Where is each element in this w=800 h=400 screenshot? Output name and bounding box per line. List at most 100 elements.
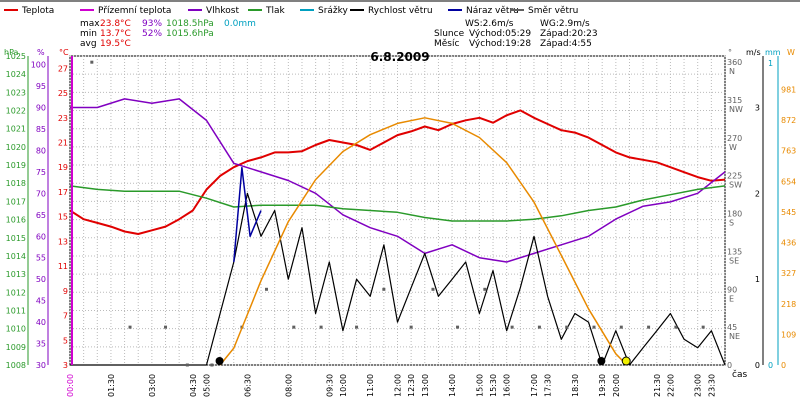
- pressure-tick-label: 1009: [6, 343, 26, 352]
- wind-direction-point: [674, 325, 678, 329]
- legend-label: Rychlost větru: [368, 6, 433, 16]
- temperature-tick-label: 19: [58, 163, 68, 172]
- x-tick-label: 16:00: [503, 374, 512, 397]
- moonset-time: Západ:4:55: [540, 39, 592, 49]
- wind-direction-point: [510, 325, 514, 329]
- wind-direction-point: [647, 325, 651, 329]
- x-tick-label: 05:00: [202, 374, 211, 397]
- sunset-marker: [621, 356, 631, 366]
- direction-compass-label: NW: [729, 105, 743, 114]
- x-tick-label: 17:30: [544, 374, 553, 397]
- temperature-tick-label: 15: [58, 213, 68, 222]
- legend-label: Teplota: [21, 6, 54, 16]
- x-tick-label: 18:30: [571, 374, 580, 397]
- humidity-tick-label: 55: [36, 254, 46, 263]
- wind-direction-point: [210, 363, 214, 367]
- rain-axis-unit: mm: [765, 48, 781, 57]
- chart-title: 6.8.2009: [370, 50, 429, 64]
- direction-compass-label: SW: [729, 181, 742, 190]
- x-tick-label: 00:00: [66, 374, 75, 397]
- wind-gust-info: WG:2.9m/s: [540, 19, 590, 29]
- humidity-tick-label: 70: [36, 189, 46, 198]
- direction-compass-label: W: [729, 143, 737, 152]
- temperature-tick-label: 7: [63, 312, 68, 321]
- legend-label: Směr větru: [528, 6, 578, 16]
- humidity-tick-label: 65: [36, 211, 46, 220]
- legend: Teplota Přízemní teplota Vlhkost Tlak Srážky…: [0, 0, 800, 49]
- solar-axis-unit: W: [787, 48, 795, 57]
- x-tick-label: 08:00: [284, 374, 293, 397]
- solar-tick-label: 872: [781, 116, 796, 125]
- wind-direction-point: [565, 325, 569, 329]
- temperature-tick-label: 9: [63, 287, 68, 296]
- direction-tick-label: 90: [727, 285, 737, 294]
- wind-direction-point: [128, 325, 132, 329]
- solar-tick-label: 436: [781, 239, 796, 248]
- x-tick-label: 13:00: [421, 374, 430, 397]
- x-tick-label: 14:00: [448, 374, 457, 397]
- wind-direction-point: [592, 325, 596, 329]
- direction-compass-label: E: [729, 294, 734, 303]
- x-tick-label: 06:30: [243, 374, 252, 397]
- sunrise-time: Východ:05:29: [469, 29, 531, 39]
- wind-direction-point: [537, 325, 541, 329]
- humidity-tick-label: 90: [36, 104, 46, 113]
- solar-tick-label: 763: [781, 147, 796, 156]
- wind-direction-point: [292, 325, 296, 329]
- x-tick-label: 22:00: [666, 374, 675, 397]
- direction-compass-label: S: [729, 219, 734, 228]
- series-line-temp: [69, 109, 726, 235]
- wind-direction-point: [319, 325, 323, 329]
- wind-direction-point: [619, 325, 623, 329]
- series-line-wind: [233, 166, 262, 263]
- stat-hum: 93%: [142, 19, 162, 29]
- legend-label: Srážky: [318, 6, 349, 16]
- moon-label: Měsíc: [434, 39, 459, 49]
- pressure-tick-label: 1023: [6, 88, 26, 97]
- humidity-tick-label: 40: [36, 318, 46, 327]
- humidity-axis-unit: %: [37, 48, 45, 57]
- temperature-tick-label: 13: [58, 237, 68, 246]
- rain-tick-label: 0: [768, 361, 773, 370]
- rain-tick-label: 1: [768, 59, 773, 68]
- stat-hum: 52%: [142, 29, 162, 39]
- pressure-tick-label: 1022: [6, 107, 26, 116]
- pressure-tick-label: 1020: [6, 143, 26, 152]
- temperature-tick-label: 5: [63, 336, 68, 345]
- stat-label: min: [80, 29, 97, 39]
- wind-axis-unit: m/s: [746, 48, 761, 57]
- pressure-tick-label: 1018: [6, 179, 26, 188]
- temperature-tick-label: 23: [58, 114, 68, 123]
- solar-tick-label: 545: [781, 208, 796, 217]
- x-tick-label: 19:30: [598, 374, 607, 397]
- solar-tick-label: 654: [781, 177, 796, 186]
- x-tick-label: 01:30: [107, 374, 116, 397]
- solar-tick-label: 0: [781, 361, 786, 370]
- x-tick-label: 04:30: [189, 374, 198, 397]
- humidity-tick-label: 50: [36, 275, 46, 284]
- wind-direction-point: [701, 325, 705, 329]
- stat-label: avg: [80, 39, 97, 49]
- pressure-tick-label: 1024: [6, 70, 26, 79]
- wind-direction-point: [185, 363, 189, 367]
- wind-tick-label: 2: [755, 189, 760, 198]
- x-tick-label: 23:00: [694, 374, 703, 397]
- x-tick-label: 09:30: [325, 374, 334, 397]
- series-line-solar: [219, 117, 628, 366]
- grid: [69, 55, 726, 366]
- wind-direction-point: [265, 287, 268, 291]
- sun-label: Slunce: [434, 29, 465, 39]
- axes-layer: hPa1025102410231022102110201019101810171…: [4, 48, 796, 397]
- pressure-tick-label: 1025: [6, 52, 26, 61]
- stat-rain: 0.0mm: [224, 19, 256, 29]
- wind-direction-point: [431, 287, 435, 291]
- wind-direction-point: [382, 287, 386, 291]
- x-tick-label: 15:00: [475, 374, 484, 397]
- temperature-tick-label: 11: [58, 262, 68, 271]
- temperature-tick-label: 3: [63, 361, 68, 370]
- moonrise-marker: [597, 357, 606, 365]
- humidity-tick-label: 80: [36, 146, 46, 155]
- temperature-tick-label: 27: [58, 64, 68, 73]
